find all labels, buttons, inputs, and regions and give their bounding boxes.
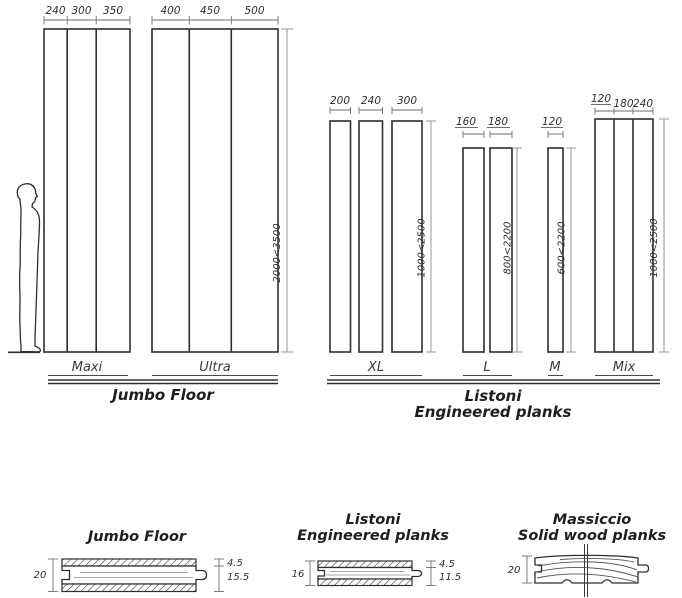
jumbo-core-profile [61,565,208,585]
listoni-core-profile [317,566,423,580]
massiccio-section-title-2: Solid wood planks [518,528,667,544]
jumbo-cross-section: Jumbo Floor 20 4.5 15.5 [34,529,249,593]
m-plank-120 [547,147,564,353]
mix-plank [594,118,654,353]
listoni-core-label: 11.5 [439,572,461,583]
m-plank-group: 120 600<2200 [541,116,576,353]
listoni-thickness-dimension [305,560,315,586]
xl-width-300: 300 [397,95,417,107]
mix-height-dimension [659,118,669,353]
xl-plank-240 [358,120,384,353]
jumbo-thickness-dimension [48,558,58,592]
listoni-section-title-2: Engineered planks [297,528,449,544]
jumbo-layer-dimensions [214,558,224,592]
xl-plank-group: 200 240 300 1000<2500 [329,95,436,353]
listoni-wear-layer-label: 4.5 [439,559,455,570]
mix-label: Mix [613,360,636,375]
jumbo-thickness-label: 20 [34,570,47,581]
xl-plank-300 [391,120,423,353]
xl-height-dimension [426,120,436,353]
xl-width-dimensions [329,107,423,114]
jumbo-bottom-layer [61,583,197,593]
mix-plank-group: 120 180 240 1000<2500 [591,93,669,353]
l-plank-group: 160 180 800<2200 [455,116,522,353]
maxi-width-300: 300 [71,5,91,17]
ultra-width-dimension [151,16,279,25]
xl-height-range: 1000<2500 [417,218,428,277]
m-height-range: 600<2200 [557,222,568,275]
jumbo-wear-layer-label: 4.5 [227,558,243,569]
listoni-family-label-2: Engineered planks [415,403,572,421]
xl-plank-200 [329,120,352,353]
xl-label: XL [367,360,384,375]
listoni-bottom-layer [317,578,413,587]
l-width-dimensions [455,127,513,138]
maxi-width-dimension [43,16,131,25]
l-plank-180 [489,147,513,353]
maxi-width-240: 240 [45,5,65,17]
l-width-180: 180 [488,116,508,128]
ultra-width-450: 450 [200,5,220,17]
jumbo-height-range: 2000<3500 [272,223,283,282]
mix-width-180: 180 [613,98,633,110]
listoni-thickness-label: 16 [292,569,305,580]
listoni-top-layer [317,560,413,569]
ultra-width-500: 500 [244,5,264,17]
ultra-plank-group: 400 450 500 [151,5,279,353]
l-width-160: 160 [456,116,476,128]
ultra-width-400: 400 [160,5,180,17]
l-label: L [483,360,490,375]
xl-width-200: 200 [330,95,350,107]
massiccio-cross-section: Massiccio Solid wood planks 20 [508,512,667,597]
m-width-120: 120 [542,116,562,128]
mix-width-240: 240 [633,98,653,110]
jumbo-family-label: Jumbo Floor [109,386,215,404]
maxi-plank-group: 240 300 350 [43,5,131,353]
person-outline [16,183,42,353]
ultra-plank [151,28,279,353]
massiccio-thickness-label: 20 [508,565,521,576]
massiccio-section-title-1: Massiccio [553,512,632,528]
listoni-layer-dimensions [426,560,436,586]
mix-width-120: 120 [591,93,611,105]
jumbo-height-dimension: 2000<3500 [272,28,293,353]
listoni-family-label-1: Listoni [465,387,523,405]
listoni-family-labels: XL L M Mix Listoni Engineered planks [327,360,660,421]
listoni-section-title-1: Listoni [345,512,401,528]
human-scale-figure [8,183,42,354]
l-plank-160 [462,147,485,353]
jumbo-top-layer [61,558,197,567]
listoni-cross-section: Listoni Engineered planks 16 4.5 11.5 [292,512,461,587]
l-height-range: 800<2200 [503,222,514,275]
jumbo-section-title: Jumbo Floor [85,529,187,545]
m-label: M [549,360,560,375]
jumbo-core-label: 15.5 [227,572,249,583]
grain-line [535,566,639,578]
m-height-dimension [566,147,576,353]
mix-height-range: 1000<2500 [649,218,660,277]
massiccio-thickness-dimension [522,555,532,584]
grain-line [559,558,635,563]
maxi-plank [43,28,131,353]
grain-line [537,561,638,571]
maxi-label: Maxi [72,360,103,375]
m-width-dimension [541,127,564,138]
jumbo-family-labels: Maxi Ultra Jumbo Floor [48,360,278,404]
ultra-label: Ultra [199,360,231,375]
xl-width-240: 240 [361,95,381,107]
maxi-width-350: 350 [103,5,123,17]
mix-width-dimension [591,104,654,115]
l-height-dimension [512,147,522,353]
